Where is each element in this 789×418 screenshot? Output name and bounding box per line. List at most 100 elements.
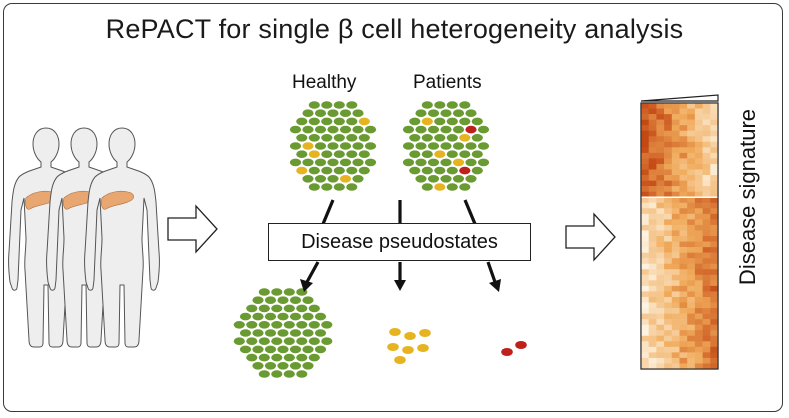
heatmap-cell xyxy=(680,103,688,109)
heatmap-cell xyxy=(672,269,680,275)
heatmap-cell xyxy=(641,225,649,231)
healthy-label: Healthy xyxy=(292,72,356,94)
cell xyxy=(284,370,295,378)
heatmap-cell xyxy=(641,258,649,264)
heatmap-cell xyxy=(649,219,657,225)
arrowheads xyxy=(300,279,501,292)
heatmap-cell xyxy=(710,197,718,203)
heatmap-cell xyxy=(656,158,664,164)
heatmap-cell xyxy=(672,319,680,325)
cell xyxy=(415,159,426,167)
cell xyxy=(265,329,276,337)
heatmap-cell xyxy=(641,181,649,187)
heatmap-cell xyxy=(656,197,664,203)
heatmap-cell xyxy=(703,103,711,109)
heatmap-cell xyxy=(656,264,664,270)
heatmap-cell xyxy=(710,325,718,331)
heatmap-cell xyxy=(641,275,649,281)
heatmap-cell xyxy=(695,269,703,275)
heatmap-cell xyxy=(664,120,672,126)
cell xyxy=(315,142,326,150)
cell xyxy=(352,109,363,117)
heatmap-cell xyxy=(649,291,657,297)
cell xyxy=(409,134,420,142)
heatmap-cell xyxy=(687,208,695,214)
heatmap-cell xyxy=(703,347,711,353)
heatmap-cell xyxy=(656,341,664,347)
heatmap-cell xyxy=(703,175,711,181)
healthy-cluster xyxy=(290,101,376,191)
cell xyxy=(340,109,351,117)
cell xyxy=(321,134,332,142)
cell xyxy=(234,337,245,345)
heatmap-cell xyxy=(656,258,664,264)
heatmap-cell xyxy=(710,341,718,347)
heatmap-cell xyxy=(680,114,688,120)
heatmap-cell xyxy=(664,303,672,309)
heatmap-cell xyxy=(649,286,657,292)
cell xyxy=(277,313,288,321)
heatmap-cell xyxy=(641,120,649,126)
cell xyxy=(447,118,458,126)
cell xyxy=(277,346,288,354)
cell xyxy=(346,134,357,142)
heatmap-cell xyxy=(641,114,649,120)
cell xyxy=(302,175,313,183)
heatmap-cell xyxy=(656,203,664,209)
human-group xyxy=(9,128,160,347)
cell xyxy=(346,167,357,175)
heatmap-cell xyxy=(649,253,657,259)
heatmap-cell xyxy=(703,225,711,231)
healthy-pseudostate-cluster xyxy=(234,288,333,378)
right-arrow-icon xyxy=(168,206,217,252)
heatmap-cell xyxy=(710,247,718,253)
heatmap-cell xyxy=(703,203,711,209)
heatmap-cell xyxy=(695,242,703,248)
heatmap-cell xyxy=(656,303,664,309)
heatmap-cell xyxy=(687,125,695,131)
heatmap-cell xyxy=(703,258,711,264)
cell xyxy=(290,346,301,354)
heatmap-cell xyxy=(664,319,672,325)
heatmap-cell xyxy=(641,303,649,309)
heatmap-cell xyxy=(672,170,680,176)
heatmap-cell xyxy=(664,158,672,164)
heatmap-cell xyxy=(710,136,718,142)
cell xyxy=(453,142,464,150)
cell xyxy=(478,126,489,134)
cell xyxy=(309,118,320,126)
cell xyxy=(453,175,464,183)
cell xyxy=(365,142,376,150)
cell xyxy=(465,142,476,150)
cell xyxy=(422,167,433,175)
heatmap-cell xyxy=(649,352,657,358)
heatmap-cell xyxy=(687,147,695,153)
cell xyxy=(259,288,270,296)
heatmap-cell xyxy=(687,164,695,170)
cell xyxy=(252,296,263,304)
intermediate-pseudostate-cluster xyxy=(387,328,431,364)
heatmap-cell xyxy=(649,164,657,170)
heatmap-cell xyxy=(680,208,688,214)
heatmap-cell xyxy=(641,203,649,209)
heatmap-cell xyxy=(664,103,672,109)
heatmap-cell xyxy=(664,175,672,181)
heatmap-cell xyxy=(672,280,680,286)
heatmap-cell xyxy=(680,147,688,153)
heatmap-cell xyxy=(703,247,711,253)
heatmap-cell xyxy=(641,147,649,153)
heatmap-cell xyxy=(680,125,688,131)
heatmap-cell xyxy=(664,347,672,353)
cell xyxy=(271,337,282,345)
heatmap-cell xyxy=(664,214,672,220)
heatmap-cell xyxy=(695,291,703,297)
cell xyxy=(296,370,307,378)
heatmap-cell xyxy=(710,125,718,131)
cell xyxy=(365,159,376,167)
cell xyxy=(422,183,433,191)
heatmap-cell xyxy=(656,131,664,137)
heatmap-cell xyxy=(649,336,657,342)
cell xyxy=(271,370,282,378)
heatmap-cell xyxy=(680,186,688,192)
heatmap-cell xyxy=(687,136,695,142)
